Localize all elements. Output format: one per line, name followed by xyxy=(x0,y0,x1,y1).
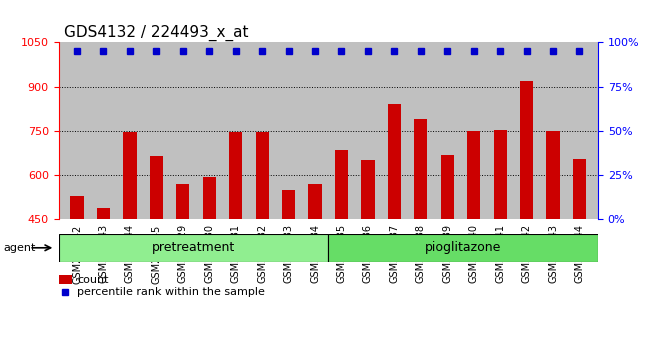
Bar xyxy=(388,104,401,352)
Bar xyxy=(308,184,322,352)
Bar xyxy=(328,234,598,262)
Text: pioglitazone: pioglitazone xyxy=(425,241,501,254)
Bar xyxy=(124,132,136,352)
Bar xyxy=(282,190,295,352)
Bar xyxy=(97,208,110,352)
Bar xyxy=(361,160,374,352)
Text: percentile rank within the sample: percentile rank within the sample xyxy=(77,287,265,297)
Text: agent: agent xyxy=(3,243,36,253)
Bar xyxy=(150,156,163,352)
Bar xyxy=(58,275,72,284)
Bar xyxy=(547,131,560,352)
Bar xyxy=(58,234,328,262)
Bar xyxy=(203,177,216,352)
Bar xyxy=(70,196,84,352)
Bar xyxy=(520,81,533,352)
Bar xyxy=(255,132,268,352)
Bar xyxy=(335,150,348,352)
Bar xyxy=(467,131,480,352)
Bar xyxy=(414,119,428,352)
Text: count: count xyxy=(77,274,109,285)
Bar xyxy=(573,159,586,352)
Bar xyxy=(441,155,454,352)
Bar xyxy=(229,132,242,352)
Bar xyxy=(176,184,189,352)
Bar xyxy=(493,130,507,352)
Text: pretreatment: pretreatment xyxy=(151,241,235,254)
Text: GDS4132 / 224493_x_at: GDS4132 / 224493_x_at xyxy=(64,25,248,41)
